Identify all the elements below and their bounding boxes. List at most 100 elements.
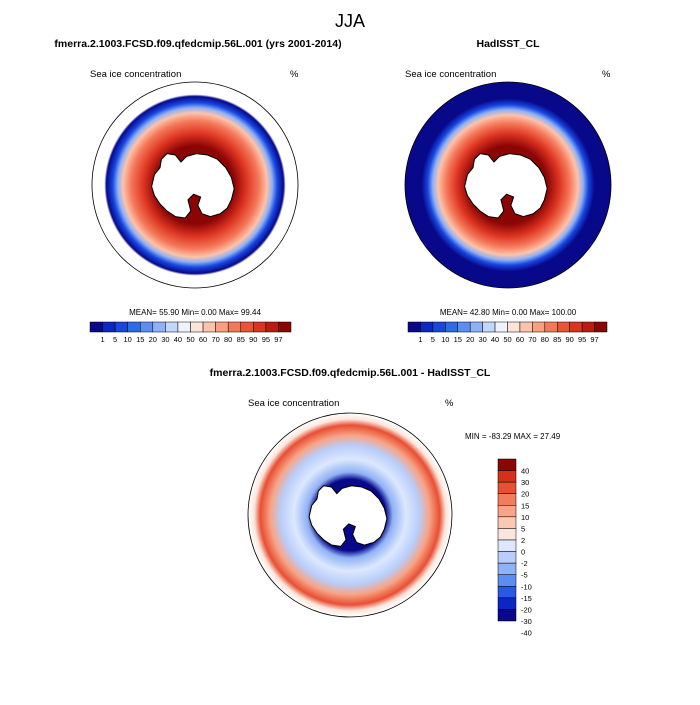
colorbar-model-tick-label: 10 bbox=[124, 335, 132, 344]
colorbar-model-swatch bbox=[177, 321, 191, 333]
colorbar-difference-swatch bbox=[497, 539, 517, 552]
colorbar-difference-tick-label: -20 bbox=[521, 605, 532, 614]
colorbar-model-swatch bbox=[165, 321, 179, 333]
colorbar-model-tick-label: 15 bbox=[136, 335, 144, 344]
colorbar-difference-tick-label: 10 bbox=[521, 513, 529, 522]
colorbar-difference-tick-label: 15 bbox=[521, 501, 529, 510]
colorbar-model-swatch bbox=[240, 321, 254, 333]
panel-model: fmerra.2.1003.FCSD.f09.qfedcmip.56L.001 … bbox=[54, 38, 341, 344]
colorbar-model-swatch bbox=[89, 321, 103, 333]
colorbar-difference-tick-label: 2 bbox=[521, 536, 525, 545]
colorbar-observed-swatch bbox=[469, 321, 483, 333]
panel-observed-variable-label: Sea ice concentration bbox=[405, 69, 496, 80]
colorbar-difference-swatch bbox=[497, 481, 517, 494]
colorbar-model-swatch bbox=[102, 321, 116, 333]
colorbar-difference-tick-label: 5 bbox=[521, 524, 525, 533]
map-model-boundary bbox=[91, 81, 299, 289]
colorbar-difference-swatch bbox=[497, 586, 517, 599]
colorbar-observed-tick-label: 90 bbox=[566, 335, 574, 344]
colorbar-model-swatch bbox=[253, 321, 267, 333]
figure-title: JJA bbox=[335, 11, 365, 31]
panel-observed-stats: MEAN= 42.80 Min= 0.00 Max= 100.00 bbox=[440, 308, 577, 317]
colorbar-observed-tick-label: 30 bbox=[478, 335, 486, 344]
colorbar-model-swatch bbox=[140, 321, 154, 333]
colorbar-model-swatch bbox=[265, 321, 279, 333]
colorbar-difference-tick-label: 20 bbox=[521, 490, 529, 499]
panel-difference-variable-label: Sea ice concentration bbox=[248, 398, 339, 409]
colorbar-observed-swatch bbox=[482, 321, 496, 333]
panel-observed: HadISST_CL Sea ice concentration % MEAN=… bbox=[404, 38, 612, 344]
colorbar-observed-swatch bbox=[519, 321, 533, 333]
colorbar-model-tick-label: 85 bbox=[237, 335, 245, 344]
colorbar-observed-tick-label: 20 bbox=[466, 335, 474, 344]
colorbar-difference-tick-label: -30 bbox=[521, 617, 532, 626]
panel-model-title: fmerra.2.1003.FCSD.f09.qfedcmip.56L.001 … bbox=[54, 38, 341, 50]
colorbar-difference-swatch bbox=[497, 597, 517, 610]
colorbar-model-tick-label: 20 bbox=[149, 335, 157, 344]
colorbar-difference-tick-label: 40 bbox=[521, 467, 529, 476]
colorbar-observed-tick-label: 85 bbox=[553, 335, 561, 344]
colorbar-difference-tick-label: -10 bbox=[521, 582, 532, 591]
colorbar-model-swatch bbox=[152, 321, 166, 333]
panel-model-units-label: % bbox=[290, 69, 299, 80]
map-observed bbox=[404, 81, 612, 289]
colorbar-model-swatch bbox=[202, 321, 216, 333]
panel-model-stats: MEAN= 55.90 Min= 0.00 Max= 99.44 bbox=[129, 308, 261, 317]
colorbar-observed-tick-label: 60 bbox=[516, 335, 524, 344]
colorbar-difference-swatch bbox=[497, 458, 517, 471]
colorbar-model-tick-label: 30 bbox=[161, 335, 169, 344]
colorbar-model-swatch bbox=[127, 321, 141, 333]
colorbar-observed-tick-label: 10 bbox=[441, 335, 449, 344]
colorbar-difference-tick-label: -40 bbox=[521, 629, 532, 638]
colorbar-observed-tick-label: 70 bbox=[528, 335, 536, 344]
map-difference bbox=[247, 412, 453, 618]
colorbar-difference-tick-label: 0 bbox=[521, 548, 525, 557]
colorbar-observed-swatch bbox=[569, 321, 583, 333]
colorbar-model-tick-label: 50 bbox=[186, 335, 194, 344]
colorbar-difference-tick-label: -15 bbox=[521, 594, 532, 603]
colorbar-observed-tick-label: 1 bbox=[418, 335, 422, 344]
panel-observed-title: HadISST_CL bbox=[476, 38, 540, 50]
colorbar-observed: 1 5 10 15 20 30 40 50 60 70 80 85 90 95 97 bbox=[407, 321, 608, 344]
panel-observed-units-label: % bbox=[602, 69, 611, 80]
colorbar-difference-swatch bbox=[497, 493, 517, 506]
panel-difference: fmerra.2.1003.FCSD.f09.qfedcmip.56L.001 … bbox=[210, 367, 561, 638]
map-model bbox=[91, 81, 299, 289]
colorbar-model-tick-label: 90 bbox=[249, 335, 257, 344]
panel-difference-stats: MIN = -83.29 MAX = 27.49 bbox=[465, 432, 561, 441]
colorbar-model-swatch bbox=[190, 321, 204, 333]
colorbar-difference-tick-label: -2 bbox=[521, 559, 528, 568]
colorbar-difference-swatch bbox=[497, 528, 517, 541]
colorbar-observed-tick-label: 50 bbox=[503, 335, 511, 344]
colorbar-observed-swatch bbox=[557, 321, 570, 333]
colorbar-observed-swatch bbox=[457, 321, 471, 333]
colorbar-model: 1 5 10 15 20 30 40 50 60 70 80 85 90 95 97 bbox=[89, 321, 292, 344]
colorbar-observed-tick-label: 97 bbox=[590, 335, 598, 344]
colorbar-observed-tick-label: 95 bbox=[578, 335, 586, 344]
colorbar-observed-swatch bbox=[532, 321, 546, 333]
colorbar-observed-swatch bbox=[432, 321, 446, 333]
colorbar-model-swatch bbox=[215, 321, 229, 333]
colorbar-model-tick-label: 40 bbox=[174, 335, 182, 344]
colorbar-observed-swatch bbox=[445, 321, 458, 333]
colorbar-model-tick-label: 1 bbox=[100, 335, 104, 344]
map-observed-boundary bbox=[404, 81, 612, 289]
colorbar-difference-swatch bbox=[497, 470, 517, 483]
colorbar-observed-swatch bbox=[407, 321, 421, 333]
colorbar-difference-swatch bbox=[497, 516, 517, 529]
map-difference-boundary bbox=[247, 412, 453, 618]
panel-difference-title: fmerra.2.1003.FCSD.f09.qfedcmip.56L.001 … bbox=[210, 367, 491, 379]
colorbar-observed-swatch bbox=[594, 321, 608, 333]
colorbar-difference-swatch bbox=[497, 551, 517, 564]
colorbar-model-swatch bbox=[114, 321, 128, 333]
colorbar-observed-swatch bbox=[494, 321, 508, 333]
colorbar-difference-swatch bbox=[497, 505, 517, 518]
colorbar-difference-swatch bbox=[497, 609, 517, 622]
colorbar-observed-swatch bbox=[420, 321, 434, 333]
colorbar-observed-swatch bbox=[581, 321, 595, 333]
panel-model-variable-label: Sea ice concentration bbox=[90, 69, 181, 80]
colorbar-observed-swatch bbox=[544, 321, 558, 333]
colorbar-model-swatch bbox=[227, 321, 241, 333]
colorbar-difference-swatch bbox=[497, 562, 517, 575]
